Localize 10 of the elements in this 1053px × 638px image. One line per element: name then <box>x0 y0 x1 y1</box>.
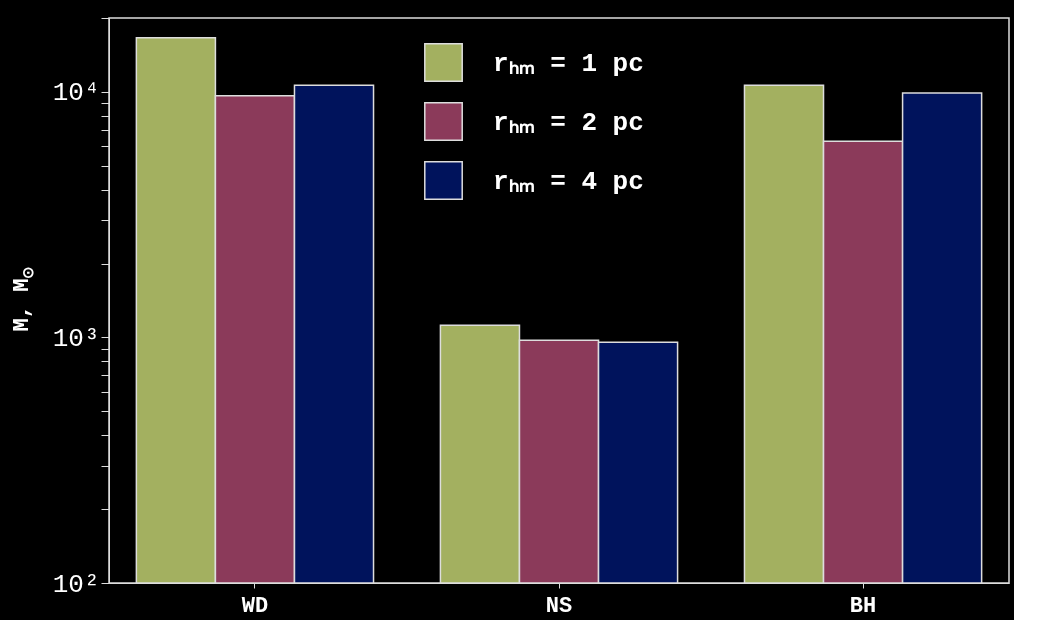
legend-label: rₕₘ = 2 pc <box>493 107 644 138</box>
y-tick-label: 10³ <box>52 323 100 354</box>
legend-label: rₕₘ = 1 pc <box>493 48 644 79</box>
y-axis-title: M, M⊙ <box>10 265 38 332</box>
x-tick-label: NS <box>545 593 573 619</box>
x-tick-label: WD <box>241 593 269 619</box>
y-tick-label: 10⁴ <box>52 78 100 109</box>
legend-label: rₕₘ = 4 pc <box>493 166 644 197</box>
x-tick-label: BH <box>849 593 877 619</box>
y-tick-label: 10² <box>52 569 100 600</box>
